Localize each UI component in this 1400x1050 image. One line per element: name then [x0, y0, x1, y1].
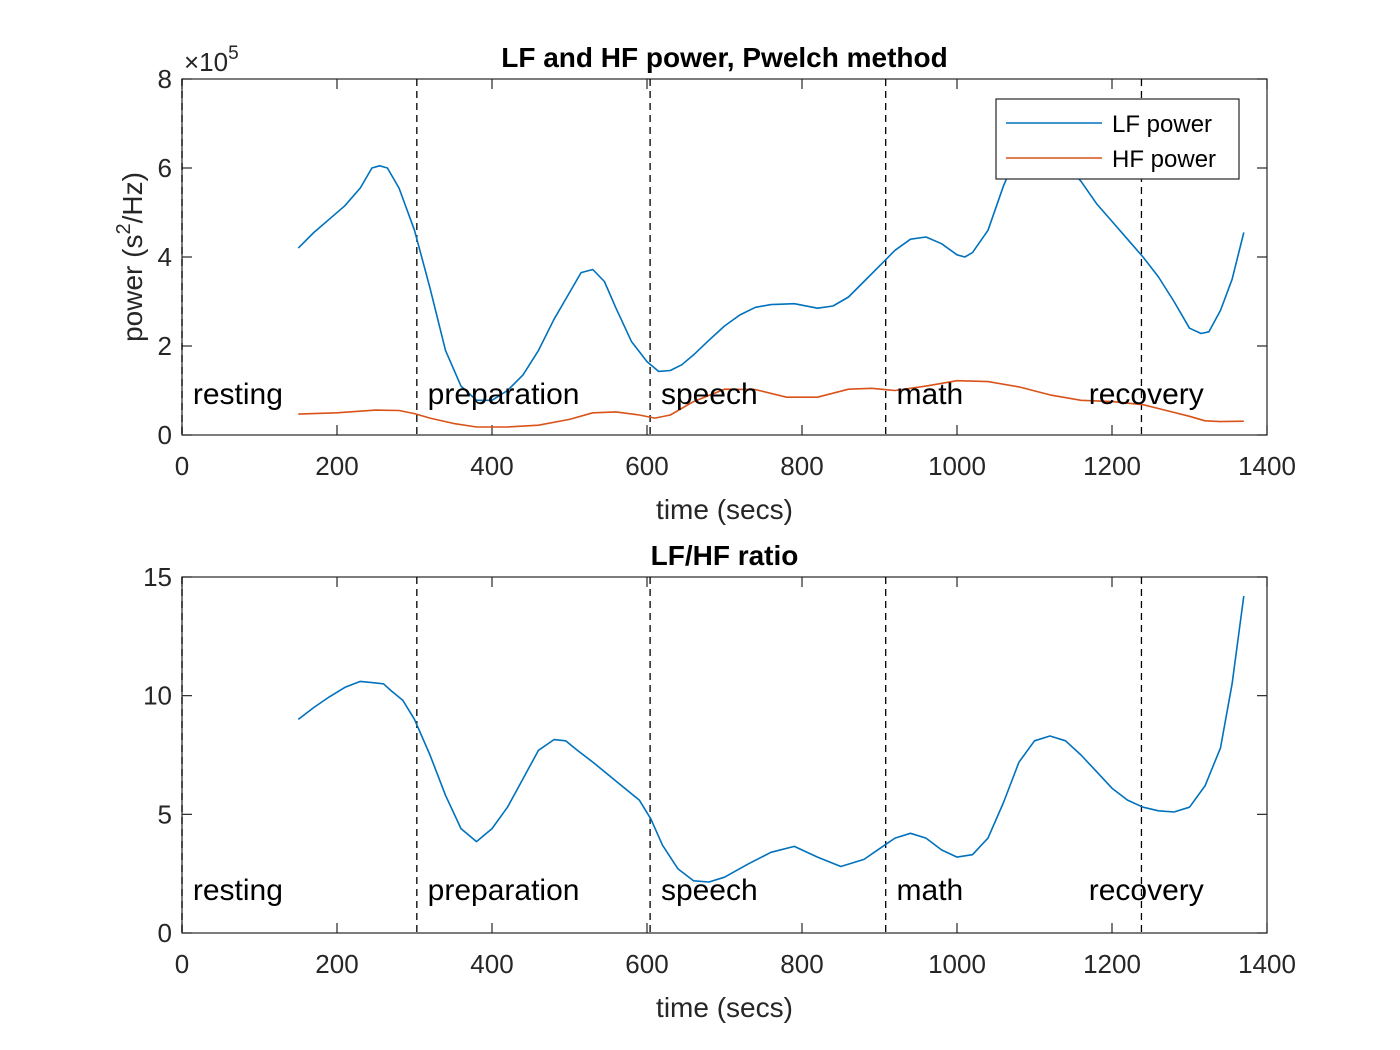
legend: LF power HF power	[995, 98, 1240, 180]
plot-title: LF/HF ratio	[651, 540, 799, 571]
y-tick-label: 0	[158, 918, 172, 948]
x-tick-label: 400	[470, 451, 513, 481]
lf-hf-power-plot: 0 200 400 600 800 1000 1200 1400 0 2 4 6 8 ×105 restin…	[113, 42, 1296, 525]
y-tick-label: 4	[158, 242, 172, 272]
axes-box	[181, 576, 1268, 934]
y-exponent-power: 5	[228, 43, 239, 64]
legend-label: LF power	[1112, 111, 1212, 138]
phase-label: recovery	[1089, 378, 1204, 411]
x-tick-label: 400	[470, 949, 513, 979]
plot-title: LF and HF power, Pwelch method	[501, 42, 947, 73]
x-tick-label: 800	[780, 451, 823, 481]
legend-box	[995, 98, 1240, 180]
phase-label: resting	[193, 874, 283, 907]
y-tick-label: 8	[158, 64, 172, 94]
phase-label: math	[897, 378, 964, 411]
ratio-line	[297, 595, 1245, 883]
lf-hf-ratio-plot: 0 200 400 600 800 1000 1200 1400 0 5 10 15 resting pr…	[143, 540, 1296, 1023]
hf-power-line	[298, 379, 1244, 428]
legend-label: HF power	[1112, 146, 1216, 173]
x-tick-label: 1000	[928, 949, 986, 979]
x-tick-label: 200	[315, 451, 358, 481]
y-tick-label: 2	[158, 331, 172, 361]
phase-label: math	[897, 874, 964, 907]
x-tick-label: 800	[780, 949, 823, 979]
x-tick-label: 200	[315, 949, 358, 979]
x-tick-label: 0	[175, 451, 189, 481]
x-tick-label: 1400	[1238, 451, 1296, 481]
y-axis-label-sup: 2	[113, 223, 135, 234]
phase-label: preparation	[428, 874, 580, 907]
x-tick-label: 1000	[928, 451, 986, 481]
lf-power-line	[297, 149, 1245, 402]
y-exponent-label: ×105	[184, 43, 239, 77]
y-axis-label-tail: /Hz)	[117, 172, 148, 223]
x-tick-label: 1200	[1083, 949, 1141, 979]
phase-label: resting	[193, 378, 283, 411]
y-tick-label: 5	[158, 799, 172, 829]
x-tick-label: 1400	[1238, 949, 1296, 979]
y-tick-label: 15	[143, 562, 172, 592]
x-axis-label: time (secs)	[656, 494, 793, 525]
y-tick-label: 10	[143, 681, 172, 711]
phase-label: speech	[661, 874, 758, 907]
x-axis-label: time (secs)	[656, 992, 793, 1023]
y-tick-label: 6	[158, 153, 172, 183]
y-tick-label: 0	[158, 420, 172, 450]
x-tick-label: 1200	[1083, 451, 1141, 481]
y-exponent-base: ×10	[184, 47, 228, 77]
phase-label: speech	[661, 378, 758, 411]
phase-label: preparation	[428, 378, 580, 411]
y-axis-label: power (s2/Hz)	[113, 172, 148, 342]
x-tick-label: 600	[625, 451, 668, 481]
phase-label: recovery	[1089, 874, 1204, 907]
x-tick-label: 600	[625, 949, 668, 979]
y-axis-label-base: power (s	[117, 235, 148, 342]
x-tick-label: 0	[175, 949, 189, 979]
